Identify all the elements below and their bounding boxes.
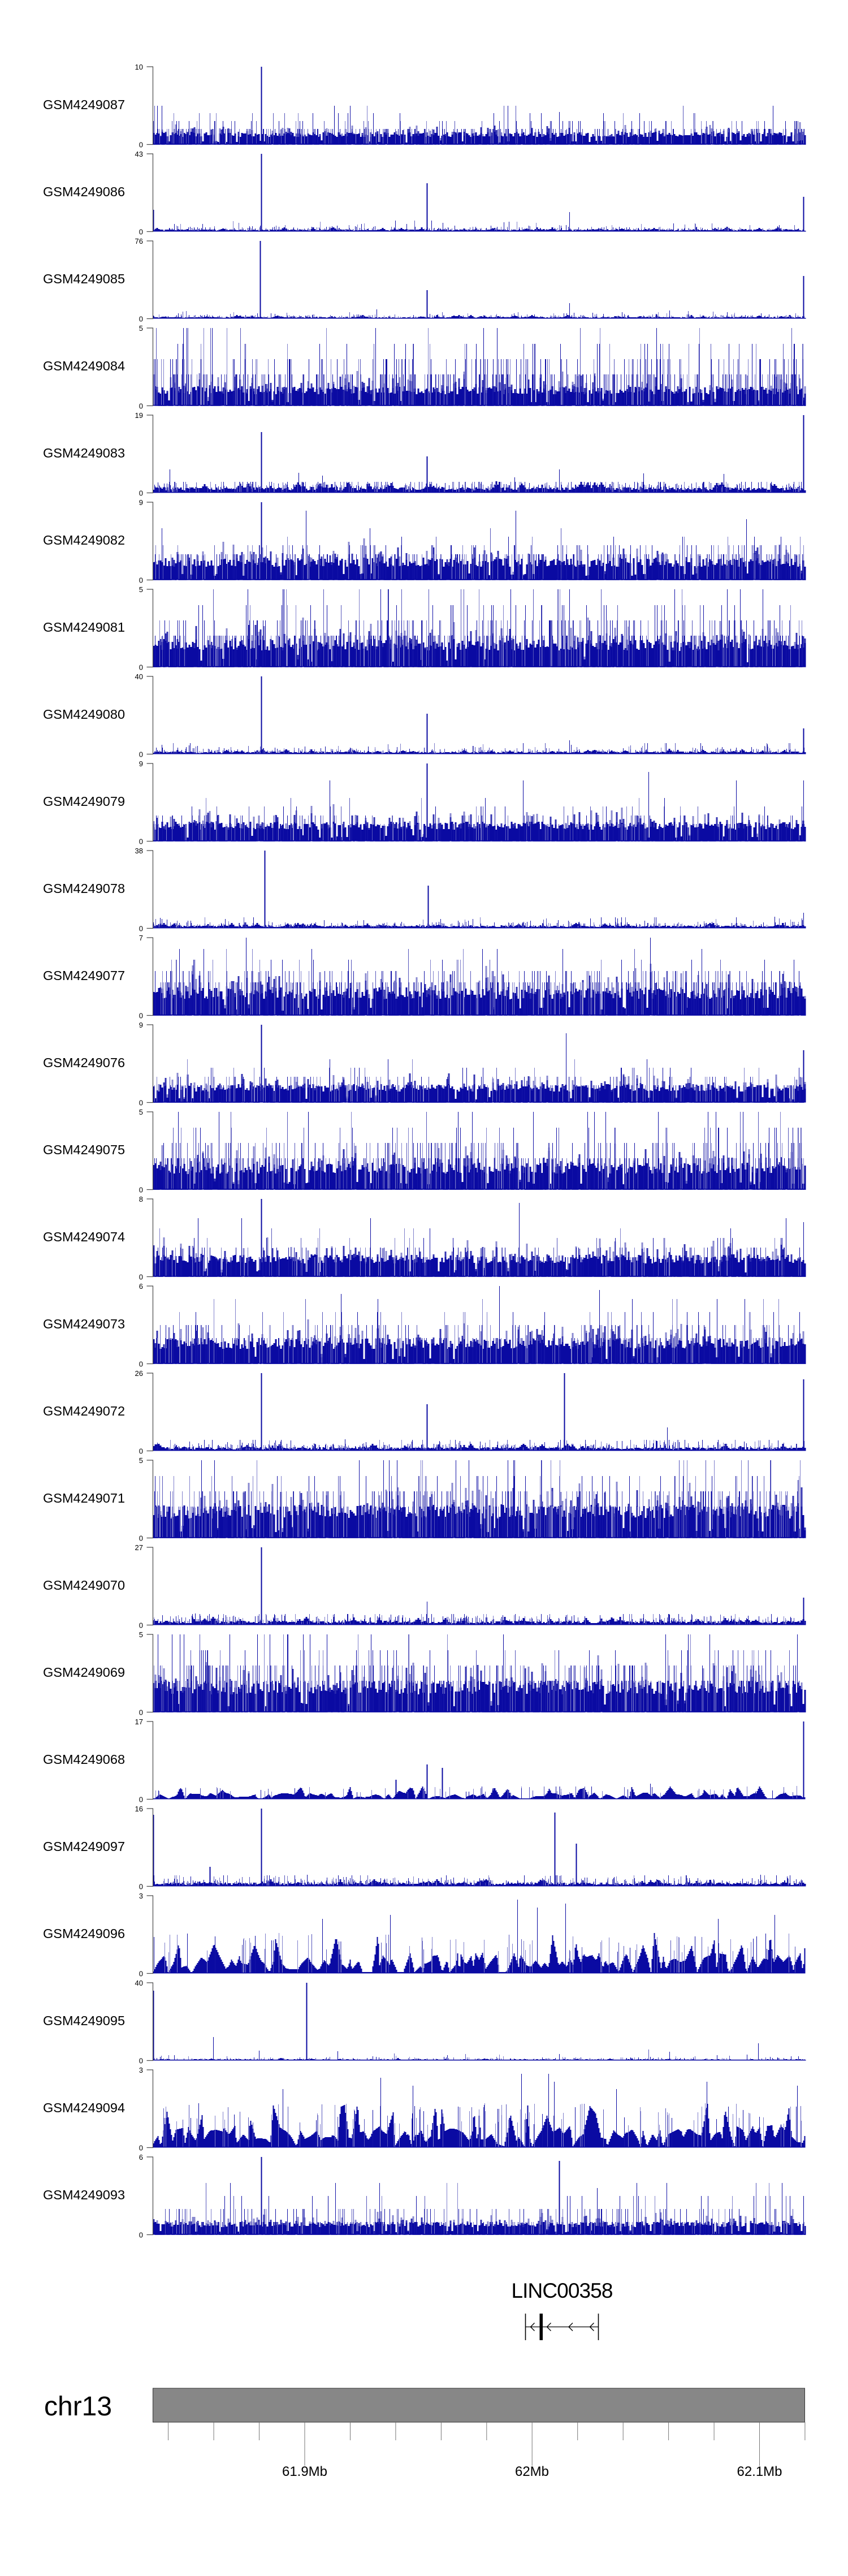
svg-text:61.9Mb: 61.9Mb xyxy=(282,2464,327,2479)
svg-text:76: 76 xyxy=(135,237,143,245)
svg-text:0: 0 xyxy=(139,1360,143,1368)
svg-text:GSM4249069: GSM4249069 xyxy=(43,1665,125,1680)
svg-text:GSM4249084: GSM4249084 xyxy=(43,359,125,373)
svg-text:GSM4249097: GSM4249097 xyxy=(43,1839,125,1854)
svg-text:3: 3 xyxy=(139,1892,143,1900)
svg-text:5: 5 xyxy=(139,1456,143,1465)
svg-text:62.1Mb: 62.1Mb xyxy=(737,2464,782,2479)
svg-text:0: 0 xyxy=(139,2143,143,2152)
svg-text:GSM4249087: GSM4249087 xyxy=(43,97,125,112)
svg-text:43: 43 xyxy=(135,150,143,158)
svg-text:19: 19 xyxy=(135,411,143,420)
svg-text:9: 9 xyxy=(139,760,143,768)
svg-text:5: 5 xyxy=(139,1630,143,1639)
svg-text:9: 9 xyxy=(139,498,143,507)
svg-text:0: 0 xyxy=(139,663,143,671)
svg-text:LINC00358: LINC00358 xyxy=(511,2279,612,2302)
svg-text:0: 0 xyxy=(139,924,143,933)
svg-text:0: 0 xyxy=(139,2230,143,2239)
svg-text:GSM4249086: GSM4249086 xyxy=(43,184,125,199)
svg-text:GSM4249073: GSM4249073 xyxy=(43,1317,125,1331)
svg-text:62Mb: 62Mb xyxy=(515,2464,549,2479)
svg-text:GSM4249077: GSM4249077 xyxy=(43,968,125,983)
svg-text:0: 0 xyxy=(139,1882,143,1891)
svg-text:0: 0 xyxy=(139,1098,143,1107)
svg-text:0: 0 xyxy=(139,1011,143,1020)
svg-text:0: 0 xyxy=(139,1795,143,1803)
svg-text:GSM4249080: GSM4249080 xyxy=(43,707,125,722)
svg-text:0: 0 xyxy=(139,1621,143,1629)
svg-text:GSM4249081: GSM4249081 xyxy=(43,620,125,635)
svg-text:GSM4249095: GSM4249095 xyxy=(43,2013,125,2028)
svg-text:0: 0 xyxy=(139,837,143,845)
svg-text:GSM4249072: GSM4249072 xyxy=(43,1404,125,1418)
svg-text:9: 9 xyxy=(139,1021,143,1029)
svg-text:0: 0 xyxy=(139,314,143,323)
svg-text:6: 6 xyxy=(139,1282,143,1291)
svg-text:GSM4249075: GSM4249075 xyxy=(43,1142,125,1157)
svg-text:10: 10 xyxy=(135,63,143,71)
svg-text:0: 0 xyxy=(139,1534,143,1542)
svg-text:0: 0 xyxy=(139,402,143,410)
svg-text:0: 0 xyxy=(139,1185,143,1194)
svg-text:0: 0 xyxy=(139,750,143,758)
svg-text:7: 7 xyxy=(139,934,143,942)
svg-text:0: 0 xyxy=(139,1708,143,1716)
svg-text:GSM4249094: GSM4249094 xyxy=(43,2100,125,2115)
svg-text:GSM4249068: GSM4249068 xyxy=(43,1752,125,1767)
svg-text:0: 0 xyxy=(139,1272,143,1281)
svg-text:GSM4249083: GSM4249083 xyxy=(43,446,125,460)
svg-text:40: 40 xyxy=(135,672,143,681)
svg-text:5: 5 xyxy=(139,324,143,333)
svg-text:GSM4249074: GSM4249074 xyxy=(43,1229,125,1244)
svg-text:GSM4249070: GSM4249070 xyxy=(43,1578,125,1593)
svg-text:17: 17 xyxy=(135,1718,143,1726)
svg-text:38: 38 xyxy=(135,847,143,855)
svg-text:0: 0 xyxy=(139,1447,143,1455)
svg-text:GSM4249078: GSM4249078 xyxy=(43,881,125,896)
svg-text:0: 0 xyxy=(139,576,143,584)
svg-text:0: 0 xyxy=(139,489,143,497)
svg-text:40: 40 xyxy=(135,1979,143,1987)
svg-text:0: 0 xyxy=(139,227,143,236)
svg-text:chr13: chr13 xyxy=(44,2392,112,2422)
svg-text:GSM4249096: GSM4249096 xyxy=(43,1926,125,1941)
svg-text:6: 6 xyxy=(139,2153,143,2161)
svg-text:5: 5 xyxy=(139,585,143,594)
svg-text:GSM4249093: GSM4249093 xyxy=(43,2187,125,2202)
svg-text:16: 16 xyxy=(135,1805,143,1813)
svg-text:26: 26 xyxy=(135,1369,143,1378)
svg-text:GSM4249079: GSM4249079 xyxy=(43,794,125,809)
svg-text:8: 8 xyxy=(139,1195,143,1203)
svg-text:0: 0 xyxy=(139,2056,143,2065)
svg-text:27: 27 xyxy=(135,1543,143,1552)
svg-text:GSM4249071: GSM4249071 xyxy=(43,1491,125,1505)
svg-text:GSM4249085: GSM4249085 xyxy=(43,271,125,286)
svg-text:0: 0 xyxy=(139,140,143,149)
svg-text:GSM4249076: GSM4249076 xyxy=(43,1055,125,1070)
svg-text:5: 5 xyxy=(139,1108,143,1116)
svg-text:0: 0 xyxy=(139,1969,143,1978)
svg-text:GSM4249082: GSM4249082 xyxy=(43,533,125,547)
svg-text:3: 3 xyxy=(139,2066,143,2074)
